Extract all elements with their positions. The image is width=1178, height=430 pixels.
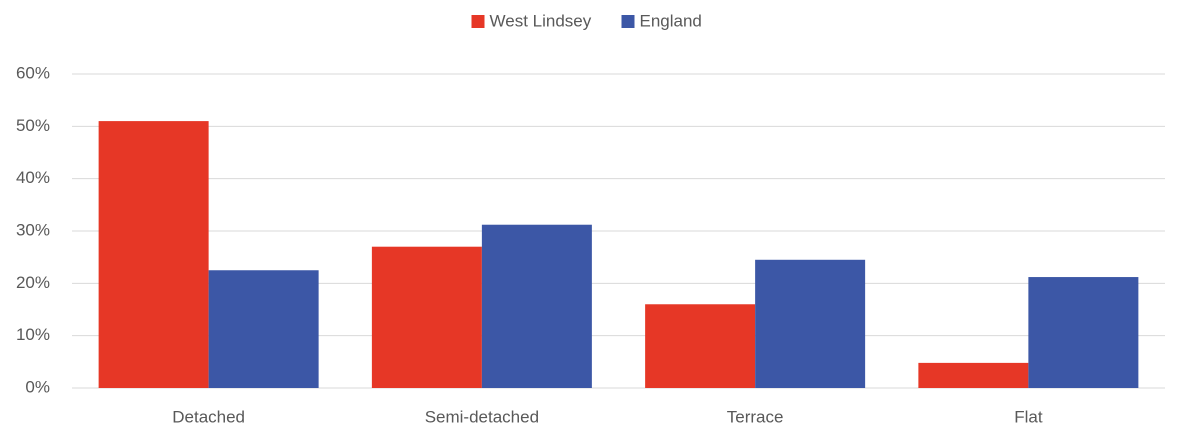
bar bbox=[371, 246, 482, 388]
bar bbox=[1028, 277, 1139, 388]
y-tick-label: 50% bbox=[16, 116, 50, 135]
x-tick-label: Flat bbox=[1014, 407, 1043, 426]
legend-label: West Lindsey bbox=[490, 11, 592, 30]
x-tick-label: Semi-detached bbox=[425, 407, 539, 426]
bar bbox=[98, 121, 209, 388]
bar bbox=[918, 362, 1029, 388]
y-tick-label: 40% bbox=[16, 168, 50, 187]
x-tick-label: Terrace bbox=[727, 407, 784, 426]
y-tick-label: 30% bbox=[16, 220, 50, 239]
legend-label: England bbox=[640, 11, 702, 30]
legend-swatch bbox=[471, 15, 485, 28]
bar bbox=[208, 270, 319, 388]
legend-swatch bbox=[621, 15, 635, 28]
y-tick-label: 60% bbox=[16, 63, 50, 82]
y-tick-label: 10% bbox=[16, 325, 50, 344]
bar bbox=[481, 224, 592, 388]
y-tick-label: 0% bbox=[25, 377, 50, 396]
x-tick-label: Detached bbox=[172, 407, 245, 426]
y-tick-label: 20% bbox=[16, 273, 50, 292]
bar bbox=[755, 259, 866, 388]
bar bbox=[645, 304, 756, 388]
